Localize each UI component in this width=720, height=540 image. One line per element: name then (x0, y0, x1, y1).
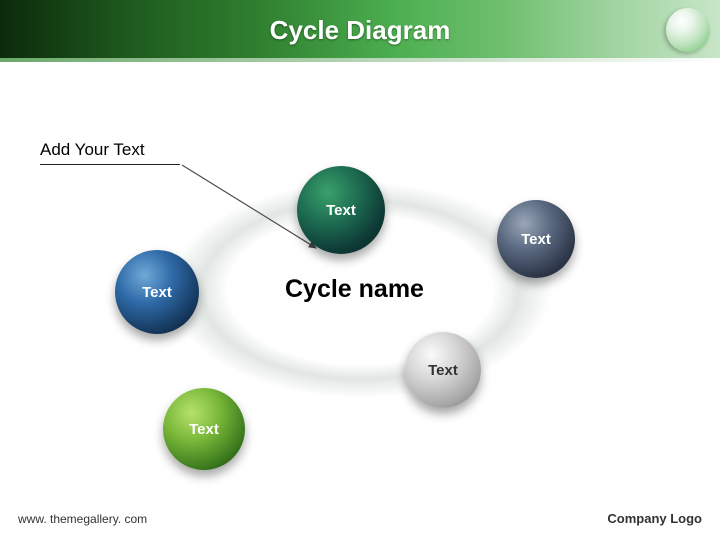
footer-logo: Company Logo (607, 511, 702, 526)
header-underline (0, 58, 720, 62)
node-bottom-left-label: Text (189, 421, 219, 438)
slide: Cycle Diagram Add Your Text Text Text Text… (0, 0, 720, 540)
node-left-label: Text (142, 284, 172, 301)
header: Cycle Diagram (0, 0, 720, 60)
node-left: Text (115, 250, 199, 334)
node-bottom-right-label: Text (428, 362, 458, 379)
callout-underline (40, 164, 180, 165)
node-top: Text (297, 166, 385, 254)
node-top-label: Text (326, 202, 356, 219)
node-bottom-right: Text (405, 332, 481, 408)
node-right-label: Text (521, 231, 551, 248)
node-bottom-left: Text (163, 388, 245, 470)
node-right: Text (497, 200, 575, 278)
page-title: Cycle Diagram (270, 15, 451, 46)
cycle-name: Cycle name (285, 275, 424, 304)
callout-label: Add Your Text (40, 140, 145, 160)
footer-url: www. themegallery. com (18, 512, 147, 526)
